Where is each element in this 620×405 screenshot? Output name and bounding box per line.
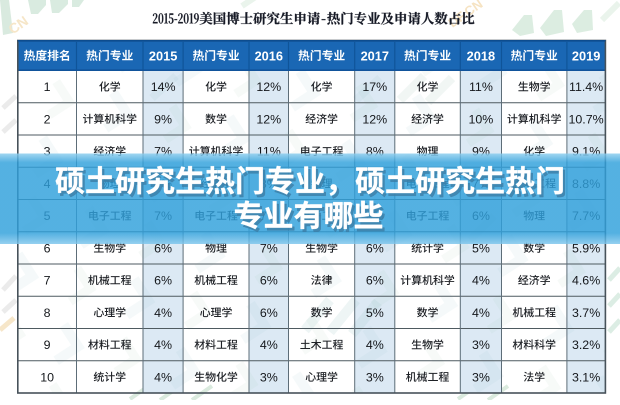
svg-text:6%: 6%	[260, 306, 278, 320]
svg-text:5.9%: 5.9%	[572, 241, 600, 255]
svg-text:9: 9	[44, 338, 51, 352]
svg-text:3.7%: 3.7%	[572, 306, 600, 320]
svg-text:14%: 14%	[151, 80, 176, 94]
svg-text:4%: 4%	[472, 274, 490, 288]
svg-text:2015: 2015	[149, 48, 177, 63]
svg-text:12%: 12%	[362, 112, 387, 126]
svg-text:6%: 6%	[154, 241, 172, 255]
svg-text:11%: 11%	[469, 80, 493, 94]
svg-text:7%: 7%	[260, 241, 278, 255]
svg-text:17%: 17%	[362, 80, 387, 94]
svg-text:2019: 2019	[572, 48, 600, 63]
svg-text:4%: 4%	[260, 338, 278, 352]
svg-text:4.6%: 4.6%	[572, 274, 600, 288]
svg-text:2: 2	[44, 112, 51, 126]
svg-text:10.7%: 10.7%	[569, 112, 604, 126]
svg-text:6%: 6%	[366, 241, 384, 255]
svg-text:4%: 4%	[154, 306, 172, 320]
svg-text:6%: 6%	[154, 274, 172, 288]
svg-text:10%: 10%	[468, 112, 493, 126]
svg-text:6: 6	[44, 241, 51, 255]
svg-text:8: 8	[44, 306, 51, 320]
svg-text:5%: 5%	[366, 306, 384, 320]
svg-text:3%: 3%	[260, 370, 278, 384]
svg-text:6%: 6%	[260, 274, 278, 288]
svg-text:11.4%: 11.4%	[569, 80, 603, 94]
svg-text:4%: 4%	[154, 338, 172, 352]
svg-text:12%: 12%	[256, 80, 281, 94]
svg-text:2018: 2018	[467, 48, 495, 63]
svg-text:4%: 4%	[366, 338, 384, 352]
svg-text:3%: 3%	[472, 338, 490, 352]
svg-text:3.2%: 3.2%	[572, 338, 600, 352]
svg-text:7: 7	[44, 274, 51, 288]
svg-text:1: 1	[44, 80, 51, 94]
svg-text:9%: 9%	[154, 112, 172, 126]
svg-text:10: 10	[40, 370, 54, 384]
svg-text:12%: 12%	[256, 112, 281, 126]
svg-text:3%: 3%	[472, 370, 490, 384]
svg-text:6%: 6%	[366, 274, 384, 288]
svg-text:4%: 4%	[154, 370, 172, 384]
svg-text:3%: 3%	[366, 370, 384, 384]
svg-text:4%: 4%	[472, 306, 490, 320]
svg-text:5%: 5%	[472, 241, 490, 255]
svg-text:3: 3	[44, 145, 51, 159]
svg-text:2017: 2017	[361, 48, 389, 63]
svg-text:3.1%: 3.1%	[572, 370, 600, 384]
svg-text:2016: 2016	[255, 48, 283, 63]
